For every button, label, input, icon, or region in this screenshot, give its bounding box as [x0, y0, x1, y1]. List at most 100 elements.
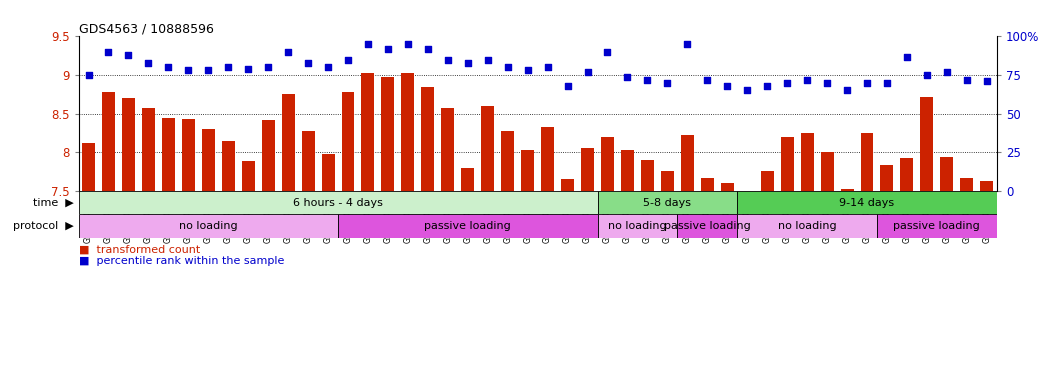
Text: no loading: no loading: [179, 221, 238, 231]
Point: [898, 53, 915, 60]
Bar: [700, 178, 714, 190]
Point: [519, 67, 536, 73]
Text: GDS4563 / 10888596: GDS4563 / 10888596: [79, 22, 214, 35]
Point: [260, 64, 276, 70]
Bar: [801, 133, 814, 190]
Point: [180, 67, 197, 73]
Point: [380, 46, 397, 52]
Text: passive loading: passive loading: [893, 221, 980, 231]
Bar: [341, 92, 355, 190]
Bar: [182, 119, 195, 190]
Point: [759, 83, 776, 89]
Point: [220, 64, 237, 70]
Bar: [960, 177, 974, 190]
Bar: [940, 157, 954, 190]
Point: [559, 83, 576, 89]
Point: [619, 73, 636, 79]
Bar: [421, 86, 435, 190]
Bar: [202, 129, 215, 190]
Bar: [482, 106, 494, 190]
Point: [819, 79, 836, 86]
Bar: [79, 190, 598, 214]
Bar: [581, 148, 594, 190]
Bar: [361, 73, 375, 190]
Bar: [681, 135, 694, 190]
Point: [101, 49, 117, 55]
Bar: [821, 152, 833, 190]
Text: ■  percentile rank within the sample: ■ percentile rank within the sample: [79, 256, 284, 266]
Point: [81, 72, 97, 78]
Bar: [900, 158, 913, 190]
Bar: [401, 73, 415, 190]
Point: [799, 76, 816, 83]
Point: [958, 76, 975, 83]
Text: protocol  ▶: protocol ▶: [13, 221, 73, 231]
Bar: [661, 171, 674, 190]
Point: [599, 49, 616, 55]
Point: [978, 78, 995, 84]
Bar: [462, 167, 474, 190]
Point: [160, 64, 177, 70]
Point: [420, 46, 437, 52]
Point: [480, 56, 496, 63]
Bar: [162, 118, 175, 190]
Point: [859, 79, 875, 86]
Bar: [621, 150, 633, 190]
Text: passive loading: passive loading: [664, 221, 751, 231]
Text: no loading: no loading: [778, 221, 837, 231]
Bar: [321, 154, 335, 190]
Bar: [861, 133, 873, 190]
Point: [678, 41, 695, 47]
Bar: [541, 127, 554, 190]
Point: [779, 79, 796, 86]
Point: [240, 66, 257, 72]
Point: [639, 76, 655, 83]
Bar: [262, 120, 274, 190]
Bar: [677, 214, 737, 238]
Text: 9-14 days: 9-14 days: [840, 197, 894, 207]
Bar: [737, 214, 877, 238]
Point: [319, 64, 336, 70]
Point: [140, 60, 157, 66]
Bar: [142, 108, 155, 190]
Bar: [598, 214, 677, 238]
Text: 5-8 days: 5-8 days: [644, 197, 691, 207]
Point: [918, 72, 935, 78]
Point: [440, 56, 456, 63]
Bar: [737, 190, 997, 214]
Bar: [82, 143, 95, 190]
Bar: [442, 108, 454, 190]
Text: ■  transformed count: ■ transformed count: [79, 245, 200, 255]
Point: [359, 41, 376, 47]
Bar: [720, 183, 734, 190]
Bar: [242, 161, 254, 190]
Text: 6 hours - 4 days: 6 hours - 4 days: [293, 197, 383, 207]
Bar: [598, 190, 737, 214]
Bar: [601, 137, 614, 190]
Point: [400, 41, 417, 47]
Bar: [222, 141, 235, 190]
Point: [299, 60, 316, 66]
Bar: [920, 97, 933, 190]
Bar: [781, 137, 794, 190]
Point: [659, 79, 675, 86]
Bar: [641, 160, 654, 190]
Bar: [761, 171, 774, 190]
Point: [460, 60, 476, 66]
Bar: [521, 150, 534, 190]
Point: [499, 64, 516, 70]
Point: [739, 88, 756, 94]
Bar: [338, 214, 598, 238]
Point: [339, 56, 356, 63]
Bar: [841, 189, 853, 190]
Point: [699, 76, 716, 83]
Bar: [502, 131, 514, 190]
Point: [878, 79, 895, 86]
Point: [579, 69, 596, 75]
Point: [938, 69, 955, 75]
Bar: [980, 180, 994, 190]
Point: [120, 52, 137, 58]
Point: [200, 67, 217, 73]
Point: [539, 64, 556, 70]
Bar: [282, 94, 294, 190]
